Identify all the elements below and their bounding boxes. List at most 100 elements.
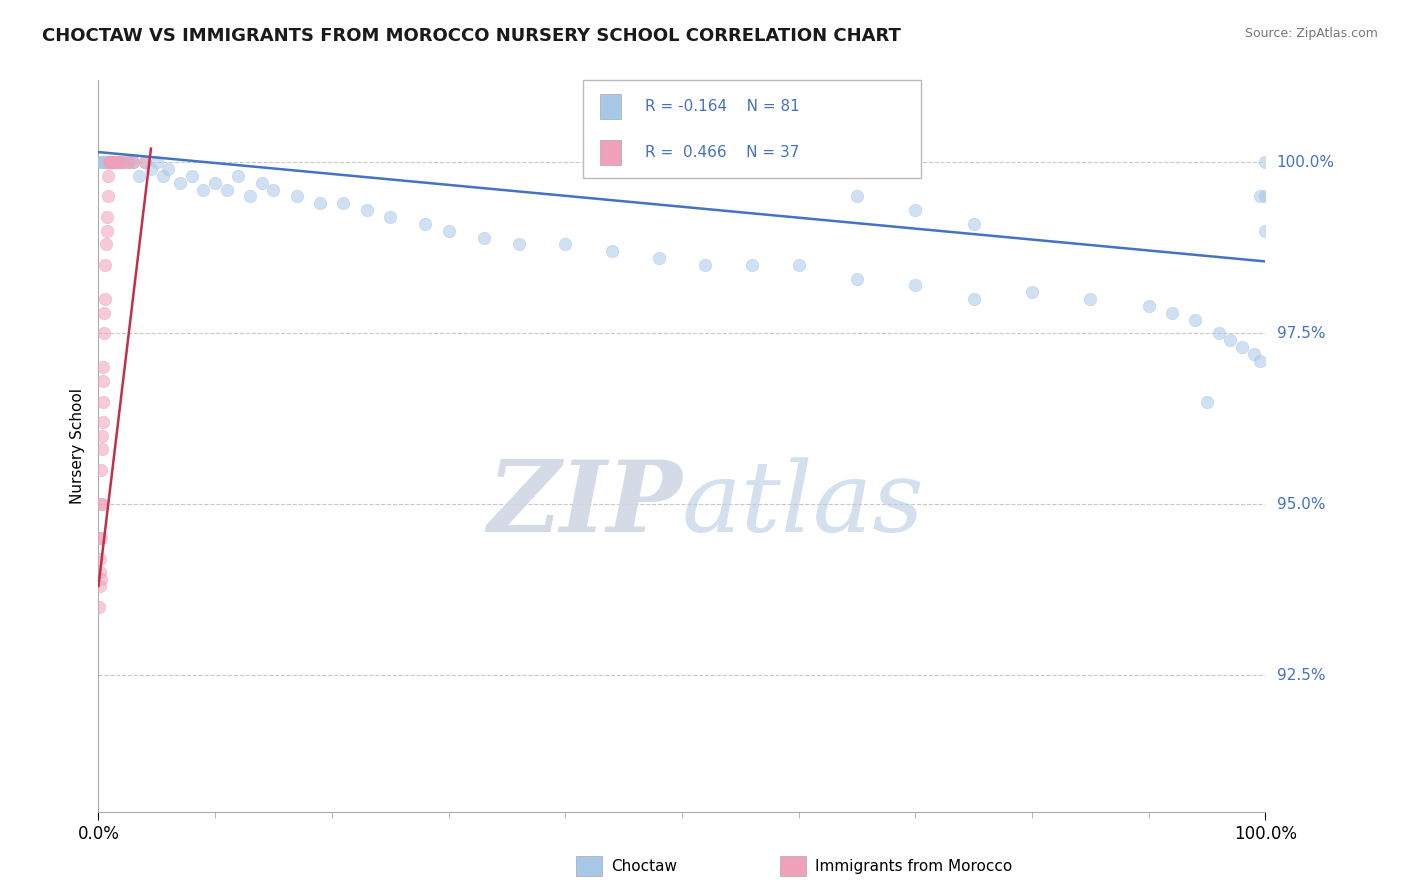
Point [96, 210, 118, 224]
Point [93, 155, 115, 169]
Point [157, 162, 180, 177]
Point [90, 497, 112, 511]
Point [97, 155, 120, 169]
Point [962, 292, 984, 306]
Text: 95.0%: 95.0% [1277, 497, 1324, 512]
Point [904, 203, 927, 218]
Point [169, 176, 191, 190]
Y-axis label: Nursery School: Nursery School [69, 388, 84, 504]
Point [262, 183, 284, 197]
Point [193, 183, 215, 197]
Point [104, 155, 127, 169]
Point [239, 189, 262, 203]
Point [97, 189, 120, 203]
Point [250, 176, 273, 190]
Point [100, 155, 122, 169]
Point [1184, 312, 1206, 326]
Text: 92.5%: 92.5% [1277, 667, 1324, 682]
Point [98, 155, 121, 169]
Point [91, 360, 114, 375]
Point [97, 155, 120, 169]
Point [600, 244, 623, 259]
Point [105, 155, 128, 169]
Point [1219, 333, 1241, 347]
Point [332, 196, 354, 211]
Point [93, 306, 115, 320]
Point [97, 155, 120, 169]
Point [107, 155, 129, 169]
Point [380, 210, 402, 224]
Point [215, 183, 238, 197]
Point [97, 169, 120, 183]
Point [100, 155, 122, 169]
Point [1021, 285, 1043, 300]
Point [91, 415, 114, 429]
Point [89, 599, 111, 614]
Point [1208, 326, 1230, 341]
Point [122, 155, 145, 169]
Point [1080, 292, 1102, 306]
Point [87, 531, 110, 545]
Point [90, 155, 112, 169]
Point [111, 155, 134, 169]
Point [1254, 224, 1277, 238]
Point [1243, 347, 1265, 361]
Point [103, 155, 125, 169]
Text: R =  0.466    N = 37: R = 0.466 N = 37 [645, 145, 800, 160]
Point [96, 224, 118, 238]
Point [101, 155, 124, 169]
Point [94, 237, 117, 252]
Text: Source: ZipAtlas.com: Source: ZipAtlas.com [1244, 27, 1378, 40]
Point [90, 497, 112, 511]
Point [122, 155, 145, 169]
Point [508, 237, 530, 252]
Point [285, 189, 308, 203]
Point [1161, 306, 1184, 320]
Point [554, 237, 576, 252]
Point [94, 155, 117, 169]
Point [1197, 394, 1219, 409]
Point [1137, 299, 1160, 313]
Point [695, 258, 717, 272]
Point [105, 155, 128, 169]
Point [120, 155, 142, 169]
Point [98, 155, 121, 169]
Point [94, 292, 117, 306]
Point [180, 169, 202, 183]
Point [787, 258, 810, 272]
Point [89, 572, 111, 586]
Point [228, 169, 250, 183]
Point [94, 155, 117, 169]
Point [94, 258, 117, 272]
Point [904, 278, 927, 293]
Point [139, 162, 162, 177]
Point [91, 155, 114, 169]
Point [309, 196, 332, 211]
Point [91, 374, 114, 388]
Point [356, 203, 378, 218]
Point [146, 155, 169, 169]
Point [93, 155, 115, 169]
Point [134, 155, 156, 169]
Point [647, 251, 669, 265]
Text: R = -0.164    N = 81: R = -0.164 N = 81 [645, 99, 800, 113]
Point [128, 169, 150, 183]
Point [90, 429, 112, 443]
Point [97, 155, 120, 169]
Text: 97.5%: 97.5% [1277, 326, 1324, 341]
Point [90, 531, 112, 545]
Point [741, 258, 763, 272]
Point [89, 551, 111, 566]
Point [93, 326, 115, 341]
Point [89, 579, 111, 593]
Text: atlas: atlas [682, 457, 925, 552]
Point [96, 155, 118, 169]
Text: Immigrants from Morocco: Immigrants from Morocco [815, 859, 1012, 873]
Point [1249, 189, 1271, 203]
Point [1254, 155, 1277, 169]
Point [1249, 353, 1271, 368]
Point [98, 155, 121, 169]
Text: CHOCTAW VS IMMIGRANTS FROM MOROCCO NURSERY SCHOOL CORRELATION CHART: CHOCTAW VS IMMIGRANTS FROM MOROCCO NURSE… [42, 27, 901, 45]
Point [472, 230, 495, 244]
Point [104, 155, 127, 169]
